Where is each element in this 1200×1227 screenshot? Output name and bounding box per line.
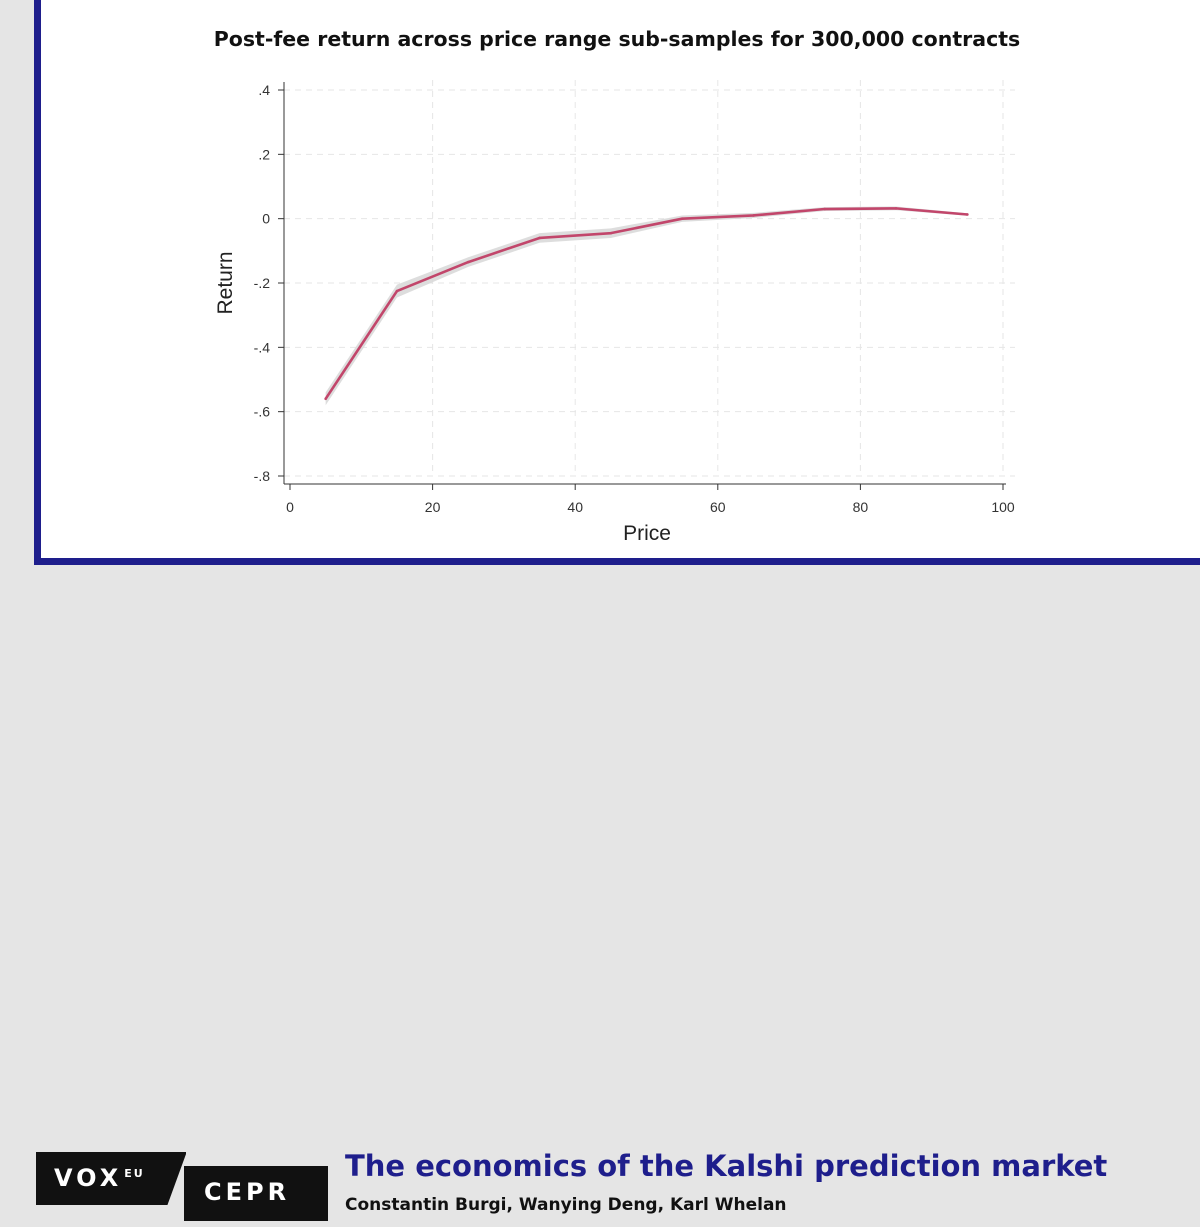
y-tick-label: .2 bbox=[258, 146, 270, 162]
x-tick-label: 20 bbox=[425, 499, 441, 515]
series-line-layer bbox=[324, 207, 969, 401]
confidence-band bbox=[325, 206, 968, 406]
y-tick-label: -.4 bbox=[254, 339, 271, 355]
data-point bbox=[395, 289, 399, 293]
chart-plot: .4 .2 0 -.2 -.4 -.6 -.8 0 20 40 60 80 100 Price Retu… bbox=[214, 80, 1015, 545]
data-point bbox=[894, 207, 898, 210]
grid-layer bbox=[284, 80, 1015, 477]
vox-eu-logo[interactable]: VOX EU bbox=[36, 1152, 186, 1205]
vox-logo-text: VOX bbox=[54, 1164, 123, 1192]
data-point bbox=[609, 231, 613, 235]
y-tick-label: -.6 bbox=[254, 404, 271, 420]
data-point bbox=[538, 236, 541, 240]
cepr-logo-text: CEPR bbox=[204, 1178, 291, 1206]
data-point bbox=[324, 397, 327, 401]
article-authors: Constantin Burgi, Wanying Deng, Karl Whe… bbox=[345, 1195, 787, 1215]
x-tick-label: 40 bbox=[567, 499, 583, 515]
y-tick-label: .4 bbox=[258, 82, 270, 98]
series-line bbox=[324, 207, 968, 400]
x-tick-label: 0 bbox=[286, 499, 294, 515]
x-axis-label: Price bbox=[623, 522, 671, 545]
data-point bbox=[966, 213, 969, 216]
y-tick-label: 0 bbox=[262, 211, 270, 227]
cepr-logo[interactable]: CEPR bbox=[184, 1166, 328, 1221]
x-tick-label: 80 bbox=[853, 499, 869, 515]
footer: VOX EU CEPR The economics of the Kalshi p… bbox=[0, 565, 1200, 1227]
data-point bbox=[466, 260, 470, 264]
y-axis-label: Return bbox=[214, 251, 237, 314]
article-title[interactable]: The economics of the Kalshi prediction m… bbox=[345, 1149, 1108, 1183]
x-tick-label: 100 bbox=[991, 499, 1015, 515]
data-point bbox=[680, 217, 684, 220]
data-point bbox=[752, 214, 755, 217]
y-tick-label: -.8 bbox=[254, 468, 271, 484]
confidence-band-layer bbox=[325, 206, 968, 406]
data-point bbox=[823, 207, 827, 211]
chart-title: Post-fee return across price range sub-s… bbox=[213, 27, 1021, 51]
axis-layer: .4 .2 0 -.2 -.4 -.6 -.8 0 20 40 60 80 100 bbox=[254, 82, 1015, 515]
y-tick-label: -.2 bbox=[254, 275, 271, 291]
x-tick-label: 60 bbox=[710, 499, 726, 515]
eu-logo-text: EU bbox=[124, 1167, 145, 1180]
